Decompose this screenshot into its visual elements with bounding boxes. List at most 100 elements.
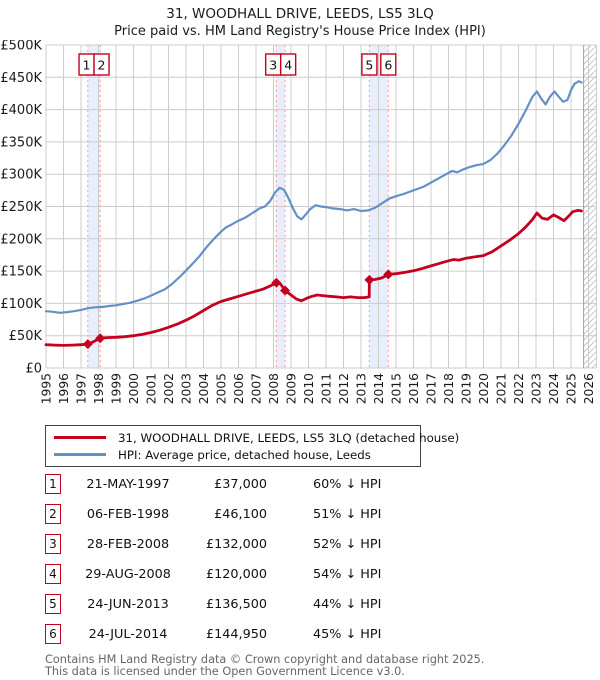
x-tick-label: 2000 [127,373,141,404]
y-tick-label: £500K [0,40,42,54]
x-tick-label: 2012 [337,373,351,404]
sale-marker [364,274,375,285]
x-tick-label: 2017 [425,373,439,404]
sale-marker [95,333,106,344]
sale-price: £136,500 [205,596,267,612]
x-tick-label: 2008 [267,373,281,404]
y-tick-label: £250K [0,200,42,215]
y-tick-label: £200K [0,232,42,247]
sale-marker [280,285,291,296]
sale-callout-box [361,53,378,76]
sale-number-badge: 3 [45,534,61,554]
sale-row: 5 24-JUN-2013 £136,500 44% ↓ HPI [45,594,600,614]
sale-price: £120,000 [205,566,267,582]
price-paid-line-swatch [54,435,106,440]
sale-price: £46,100 [214,506,267,522]
x-tick-label: 2004 [197,373,211,404]
x-tick-label: 2005 [215,373,229,404]
x-tick-label: 2011 [320,373,334,404]
sales-table: 1 21-MAY-1997 £37,000 60% ↓ HPI 2 06-FEB… [45,474,600,644]
sale-callout-box [380,53,397,76]
sale-date: 06-FEB-1998 [86,506,170,522]
sale-price: £132,000 [205,536,267,552]
page-subtitle: Price paid vs. HM Land Registry's House … [114,24,486,39]
page-title: 31, WOODHALL DRIVE, LEEDS, LS5 3LQ [166,6,434,22]
sale-vs-hpi: 60% ↓ HPI [313,476,382,492]
x-tick-label: 1997 [75,373,89,404]
sale-vs-hpi: 54% ↓ HPI [313,566,382,582]
sale-vs-hpi: 44% ↓ HPI [313,596,382,612]
hpi-line-swatch [54,453,106,456]
y-tick-label: £100K [0,297,42,312]
sale-row: 6 24-JUL-2014 £144,950 45% ↓ HPI [45,624,600,644]
sale-number-badge: 5 [45,594,61,614]
x-tick-label: 2006 [232,373,246,404]
sale-marker [82,339,93,350]
x-tick-label: 2015 [390,373,404,404]
y-tick-label: £0 [25,362,42,377]
x-tick-label: 2020 [477,373,491,404]
sale-number-badge: 2 [45,504,61,524]
y-axis-labels: £0 £50K £100K £150K £200K £250K £300K £350K £400… [0,40,42,377]
sale-row: 2 06-FEB-1998 £46,100 51% ↓ HPI [45,504,600,524]
sale-price: £144,950 [205,626,267,642]
sale-row: 3 28-FEB-2008 £132,000 52% ↓ HPI [45,534,600,554]
sale-date: 28-FEB-2008 [86,536,170,552]
legend-label: HPI: Average price, detached house, Leed… [118,447,371,462]
sale-vs-hpi: 51% ↓ HPI [313,506,382,522]
sale-price: £37,000 [214,476,267,492]
sale-number-badge: 6 [45,624,61,644]
sale-callout-number: 1 [83,58,91,73]
sale-marker [383,269,394,280]
x-axis-labels: 1995 1996 1997 1998 1999 2000 2001 2002 2003 2004… [40,373,597,404]
sale-callout-number: 2 [98,58,106,73]
legend-item-price-paid: 31, WOODHALL DRIVE, LEEDS, LS5 3LQ (deta… [54,431,459,445]
sale-date: 24-JUL-2014 [88,626,168,642]
sale-row: 4 29-AUG-2008 £120,000 54% ↓ HPI [45,564,600,584]
hpi-line [44,80,583,314]
x-tick-label: 2022 [512,373,526,404]
sale-markers [82,269,394,350]
x-tick-label: 1998 [92,373,106,404]
sale-row: 1 21-MAY-1997 £37,000 60% ↓ HPI [45,474,600,494]
x-tick-label: 2023 [530,373,544,404]
x-tick-label: 2001 [145,373,159,404]
sale-number-badge: 1 [45,474,61,494]
x-tick-label: 2019 [460,373,474,404]
y-tick-label: £400K [0,103,42,118]
y-tick-label: £50K [9,329,43,344]
sale-callout-box [93,53,110,76]
y-tick-label: £450K [0,71,42,86]
x-tick-label: 1996 [57,373,71,404]
sale-marker [271,277,282,288]
x-tick-label: 1999 [110,373,124,404]
sale-callout-number: 4 [284,58,292,73]
sale-callout-number: 6 [384,58,392,73]
sale-vs-hpi: 45% ↓ HPI [313,626,382,642]
license-footer: Contains HM Land Registry data © Crown c… [45,654,600,678]
legend-item-hpi: HPI: Average price, detached house, Leed… [54,448,412,462]
sale-callout-number: 3 [269,58,277,73]
y-tick-label: £300K [0,168,42,183]
sale-vs-hpi: 52% ↓ HPI [313,536,382,552]
x-tick-label: 2013 [355,373,369,404]
sale-date: 21-MAY-1997 [86,476,170,492]
chart-header: 31, WOODHALL DRIVE, LEEDS, LS5 3LQ Price… [0,0,600,40]
legend-label: 31, WOODHALL DRIVE, LEEDS, LS5 3LQ (deta… [118,430,460,445]
sale-date-lines [87,45,389,368]
x-tick-label: 2007 [250,373,264,404]
footer-line: This data is licensed under the Open Gov… [45,665,405,678]
y-tick-label: £150K [0,265,42,280]
x-tick-label: 1995 [40,373,54,404]
sale-number-badge: 4 [45,564,61,584]
x-tick-label: 2003 [180,373,194,404]
x-tick-label: 2009 [285,373,299,404]
footer-line: Contains HM Land Registry data © Crown c… [45,653,485,666]
sale-date: 29-AUG-2008 [85,566,171,582]
x-tick-label: 2002 [162,373,176,404]
x-tick-label: 2026 [582,373,596,404]
price-history-chart: 1 2 3 4 5 6 £0 £50K £100K £150K £200K £250K £300K £35… [0,40,597,404]
price-paid-line [44,208,583,347]
chart-legend: 31, WOODHALL DRIVE, LEEDS, LS5 3LQ (deta… [45,425,459,467]
